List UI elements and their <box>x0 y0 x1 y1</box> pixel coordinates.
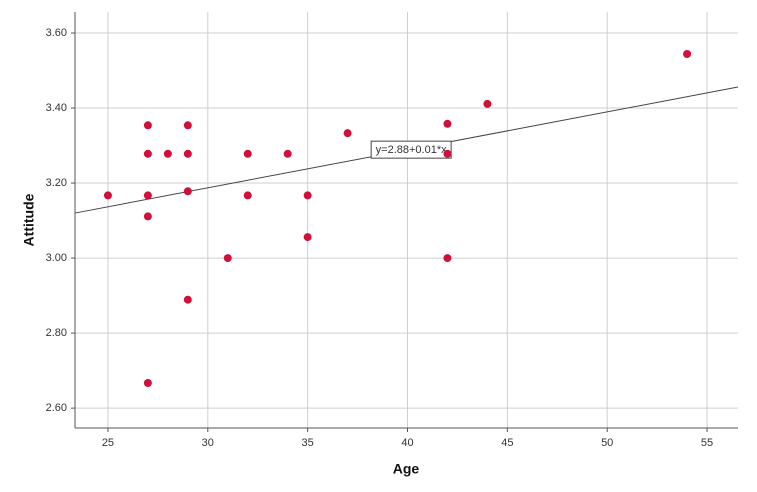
y-axis-title: Attitude <box>21 193 37 246</box>
point <box>443 119 452 128</box>
x-tick-label: 50 <box>601 437 613 449</box>
point <box>143 191 152 200</box>
fit-label: y=2.88+0.01*x <box>376 144 447 156</box>
point <box>183 295 192 304</box>
point <box>183 121 192 130</box>
x-tick-label: 55 <box>701 437 713 449</box>
y-tick-label: 3.20 <box>46 177 67 189</box>
y-tick-label: 3.60 <box>46 27 67 39</box>
point <box>243 149 252 158</box>
y-tick-label: 3.40 <box>46 102 67 114</box>
point <box>683 50 692 59</box>
point <box>443 149 452 158</box>
point <box>143 378 152 387</box>
point <box>343 129 352 138</box>
point <box>243 191 252 200</box>
point <box>163 149 172 158</box>
x-tick-label: 30 <box>202 437 214 449</box>
point <box>143 149 152 158</box>
point <box>183 149 192 158</box>
point <box>303 191 312 200</box>
point <box>183 187 192 196</box>
y-tick-label: 3.00 <box>46 252 67 264</box>
point <box>143 212 152 221</box>
point <box>103 191 112 200</box>
point <box>283 149 292 158</box>
fit-label-box <box>370 140 452 159</box>
y-tick-label: 2.80 <box>46 327 67 339</box>
x-axis-title: Age <box>393 461 420 477</box>
y-tick-label: 2.60 <box>46 402 67 414</box>
x-tick-label: 35 <box>302 437 314 449</box>
point <box>223 254 232 263</box>
x-tick-label: 25 <box>102 437 114 449</box>
point <box>483 99 492 108</box>
x-tick-label: 40 <box>401 437 413 449</box>
point <box>303 233 312 242</box>
point <box>143 121 152 130</box>
point <box>443 254 452 263</box>
x-tick-label: 45 <box>501 437 513 449</box>
